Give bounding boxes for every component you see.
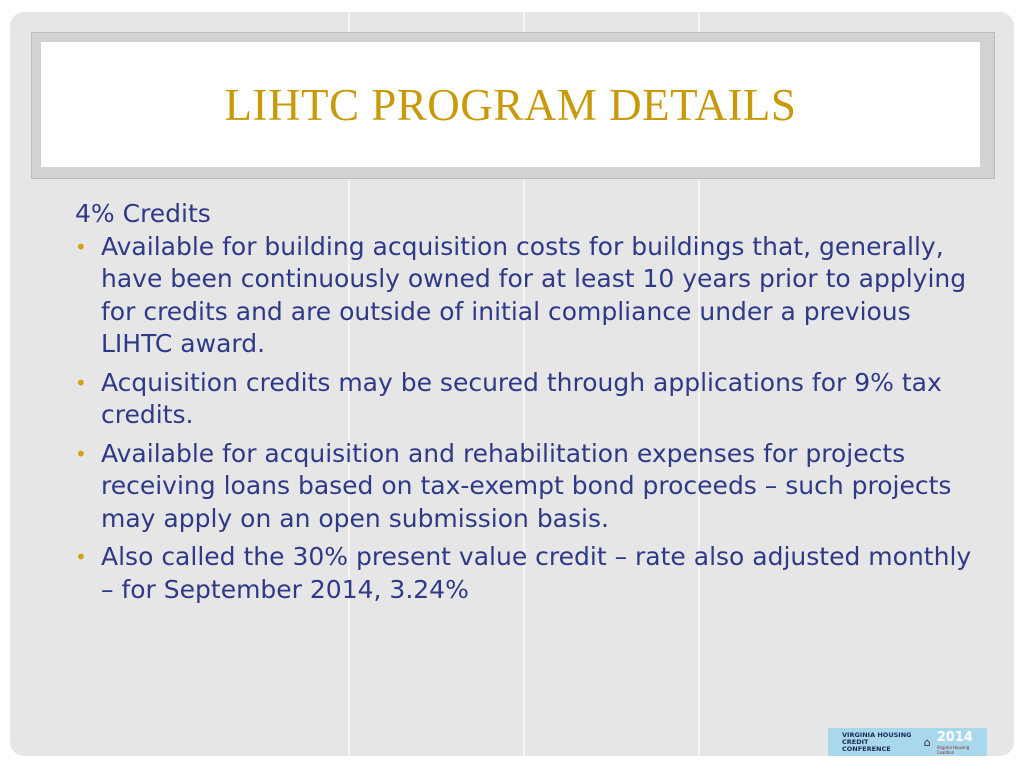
logo-org: Virginia Housing Coalition	[936, 744, 970, 755]
conference-logo: VIRGINIA HOUSING CREDIT CONFERENCE ⌂ 201…	[828, 728, 987, 756]
bullet-item: Available for building acquisition costs…	[75, 231, 975, 361]
bullet-item: Also called the 30% present value credit…	[75, 541, 975, 606]
bullet-list: Available for building acquisition costs…	[75, 231, 975, 607]
bullet-item: Available for acquisition and rehabilita…	[75, 438, 975, 536]
logo-text: VIRGINIA HOUSING CREDIT CONFERENCE	[842, 730, 918, 753]
slide-body: 4% Credits Available for building acquis…	[75, 198, 975, 612]
slide-title: LIHTC PROGRAM DETAILS	[224, 79, 797, 130]
logo-line1: VIRGINIA HOUSING	[842, 730, 912, 739]
logo-year: 2014	[936, 729, 973, 745]
logo-line2: CREDIT CONFERENCE	[842, 737, 891, 753]
bullet-item: Acquisition credits may be secured throu…	[75, 367, 975, 432]
section-heading: 4% Credits	[75, 199, 211, 228]
title-box: LIHTC PROGRAM DETAILS	[41, 42, 980, 167]
house-icon: ⌂	[923, 735, 931, 749]
